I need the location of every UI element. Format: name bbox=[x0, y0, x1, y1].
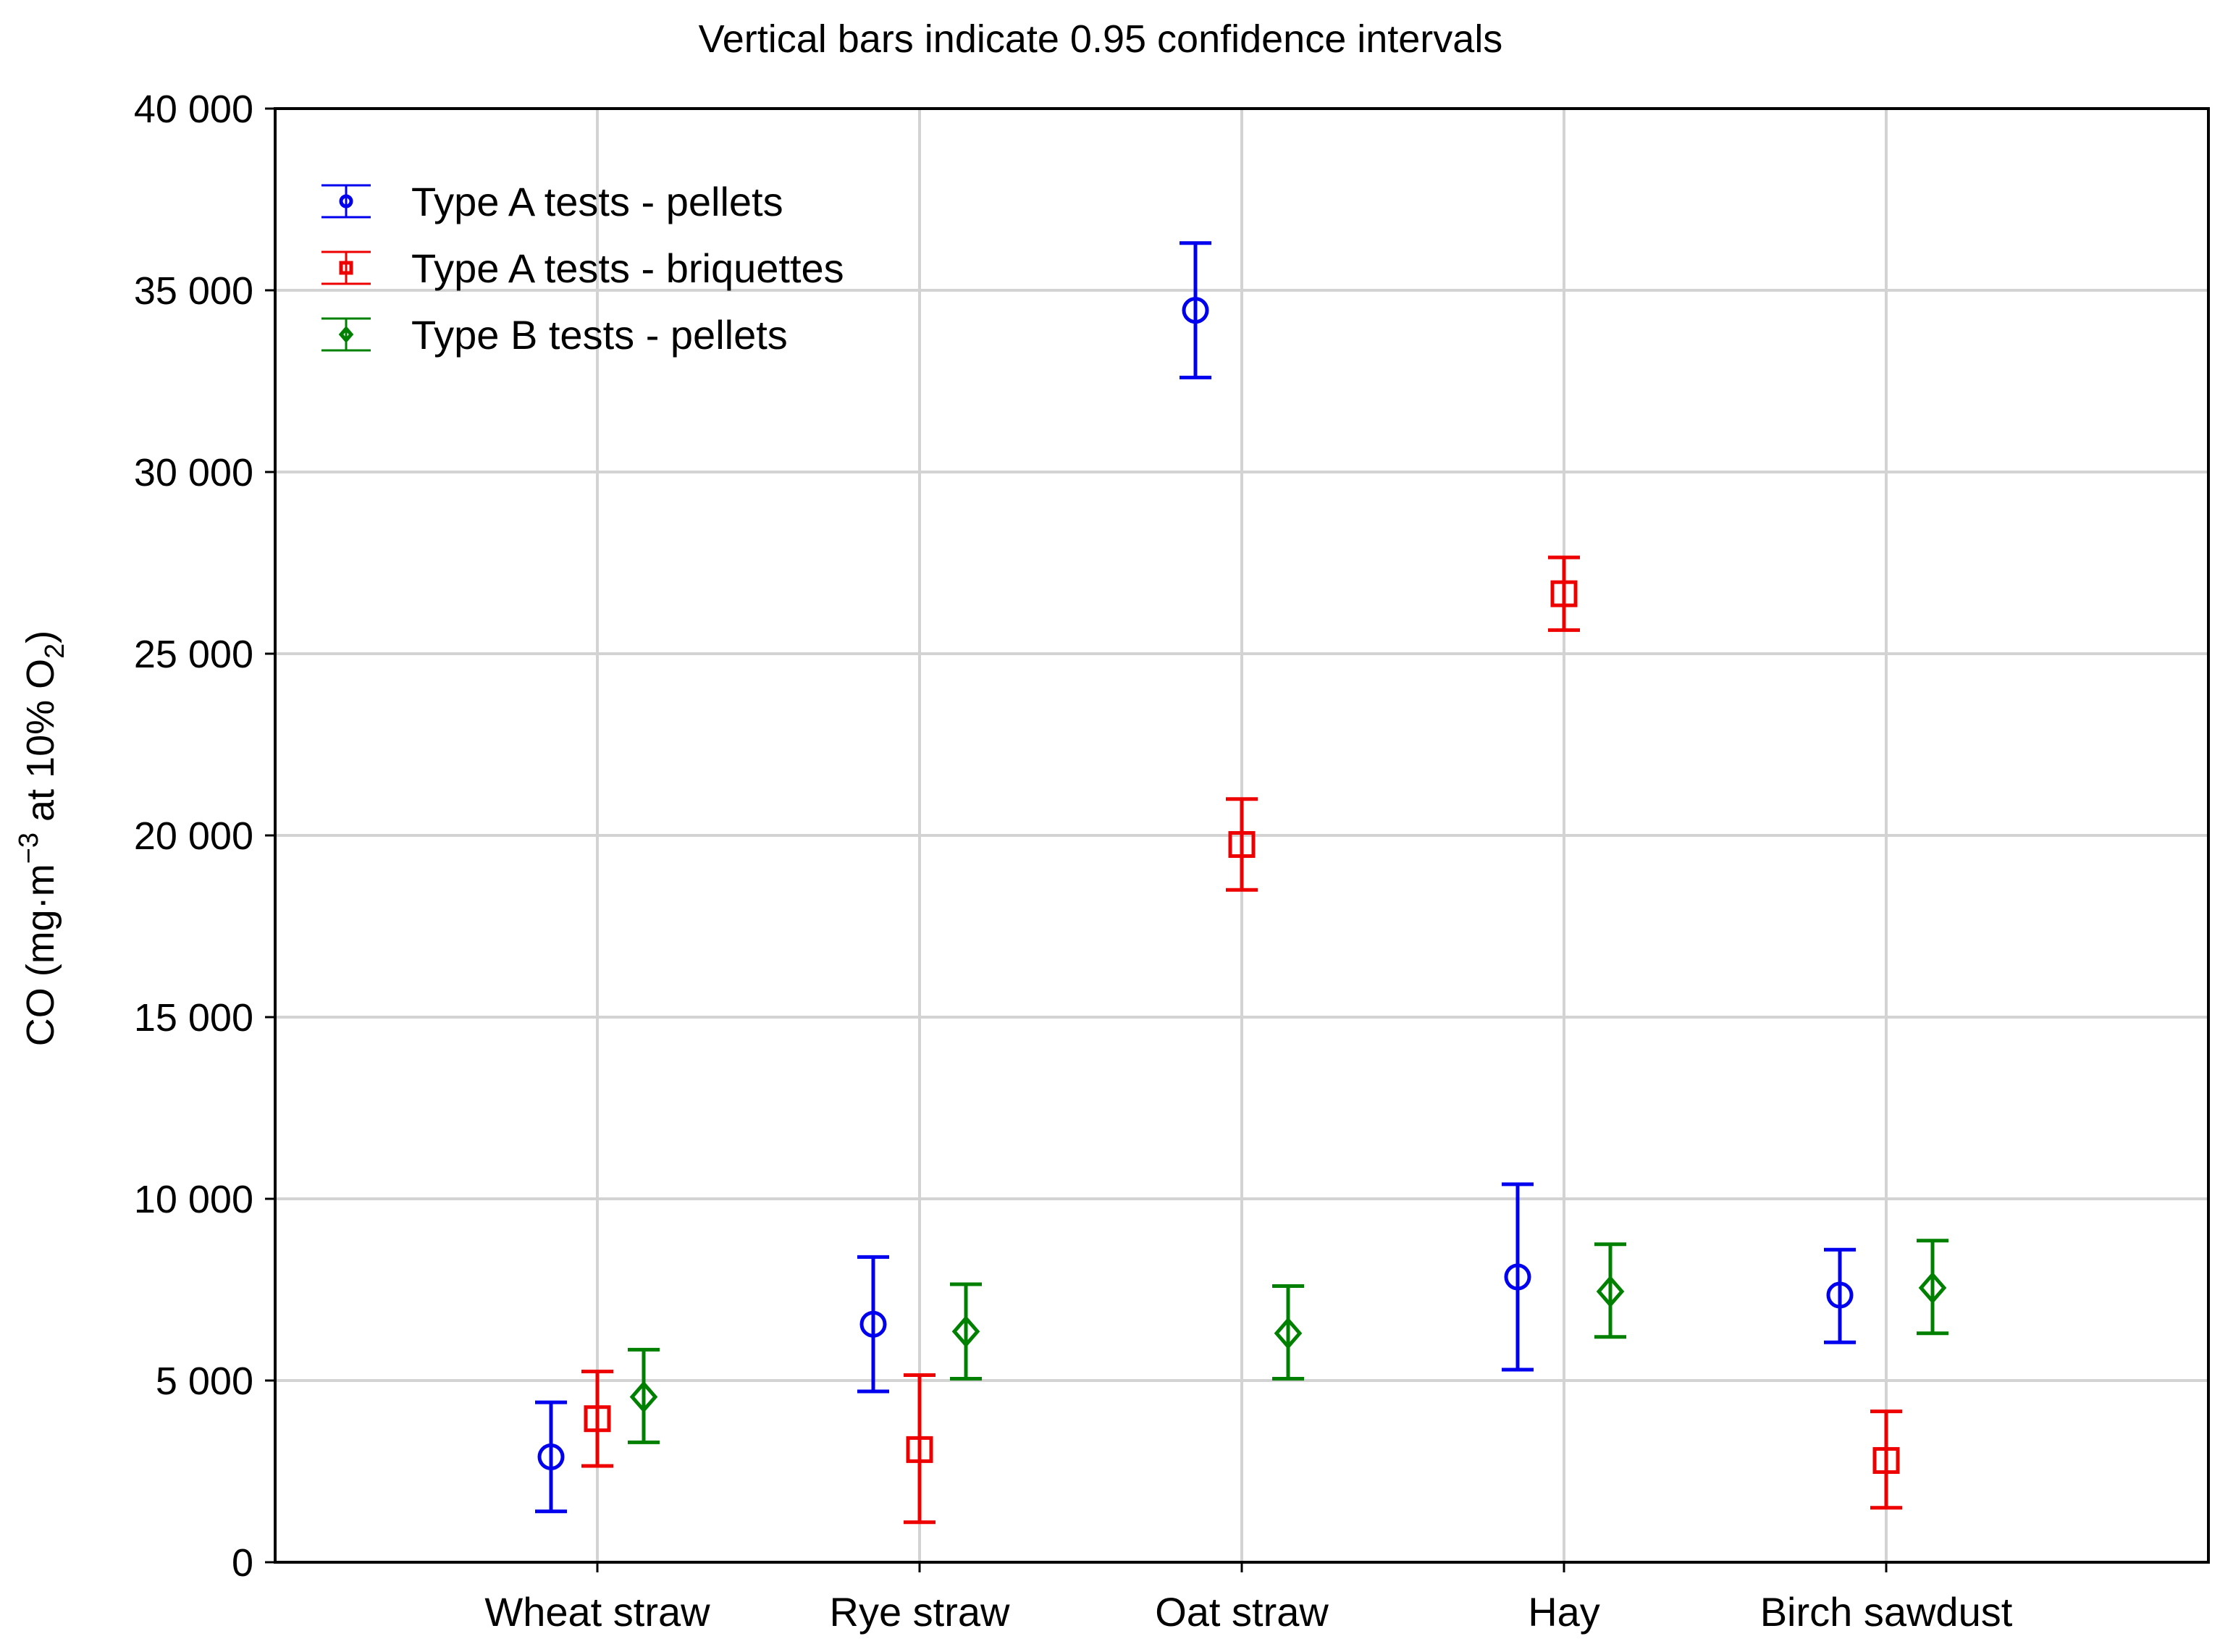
data-point-circle bbox=[1826, 1281, 1854, 1309]
legend-marker-diamond bbox=[338, 326, 354, 343]
legend-item-1: Type A tests - pellets bbox=[321, 179, 783, 224]
data-point-square bbox=[1228, 831, 1256, 859]
legend-label: Type B tests - pellets bbox=[411, 312, 788, 358]
data-series bbox=[535, 241, 1948, 1525]
legend-item-2: Type A tests - briquettes bbox=[321, 245, 844, 291]
series-1 bbox=[535, 241, 1856, 1514]
x-tick-label: Hay bbox=[1528, 1589, 1600, 1635]
data-point-circle bbox=[1504, 1263, 1531, 1291]
legend-marker-square bbox=[339, 261, 353, 275]
y-axis-label-prefix: CO (mg·m bbox=[19, 864, 62, 1046]
y-tick-label: 10 000 bbox=[134, 1178, 253, 1221]
data-point-square bbox=[1550, 580, 1578, 607]
data-point-square bbox=[584, 1405, 611, 1433]
y-axis-label-middle: at 10% O bbox=[19, 659, 62, 833]
x-axis-ticks: Wheat straw Rye straw Oat straw Hay Birch sa… bbox=[484, 1562, 2013, 1635]
legend: Type A tests - pellets Type A tests - bri… bbox=[321, 179, 844, 358]
y-tick-label: 25 000 bbox=[134, 633, 253, 676]
y-tick-label: 5 000 bbox=[156, 1360, 253, 1403]
data-point-diamond bbox=[1274, 1317, 1303, 1349]
y-tick-label: 30 000 bbox=[134, 451, 253, 494]
x-tick-label: Birch sawdust bbox=[1760, 1589, 2013, 1635]
x-tick-label: Rye straw bbox=[830, 1589, 1010, 1635]
legend-label: Type A tests - briquettes bbox=[411, 245, 844, 291]
legend-marker-circle bbox=[339, 194, 353, 208]
y-tick-label: 40 000 bbox=[134, 88, 253, 131]
y-tick-label: 35 000 bbox=[134, 269, 253, 313]
x-tick-label: Wheat straw bbox=[484, 1589, 710, 1635]
data-point-circle bbox=[537, 1443, 565, 1470]
y-tick-label: 15 000 bbox=[134, 996, 253, 1040]
data-point-diamond bbox=[1596, 1275, 1625, 1308]
data-point-diamond bbox=[629, 1381, 658, 1413]
y-axis-label-sup: −3 bbox=[14, 833, 44, 864]
y-axis-label-suffix: ) bbox=[19, 631, 62, 644]
data-point-square bbox=[1872, 1446, 1900, 1474]
y-axis-label: CO (mg·m−3 at 10% O2) bbox=[14, 631, 70, 1047]
y-axis-label-sub: 2 bbox=[40, 644, 70, 659]
y-axis-ticks: 0 5 000 10 000 15 000 20 000 25 000 30 000 35 0… bbox=[134, 88, 275, 1585]
legend-item-3: Type B tests - pellets bbox=[321, 312, 788, 358]
series-2 bbox=[581, 555, 1902, 1525]
chart-subtitle: Vertical bars indicate 0.95 confidence i… bbox=[699, 17, 1503, 61]
data-point-circle bbox=[1182, 297, 1209, 324]
y-tick-label: 0 bbox=[232, 1541, 253, 1585]
data-point-diamond bbox=[1918, 1271, 1947, 1305]
legend-label: Type A tests - pellets bbox=[411, 179, 783, 224]
data-point-circle bbox=[859, 1310, 887, 1338]
x-tick-label: Oat straw bbox=[1155, 1589, 1329, 1635]
y-tick-label: 20 000 bbox=[134, 814, 253, 858]
data-point-square bbox=[906, 1436, 933, 1463]
series-3 bbox=[628, 1239, 1948, 1444]
data-point-diamond bbox=[951, 1315, 980, 1348]
